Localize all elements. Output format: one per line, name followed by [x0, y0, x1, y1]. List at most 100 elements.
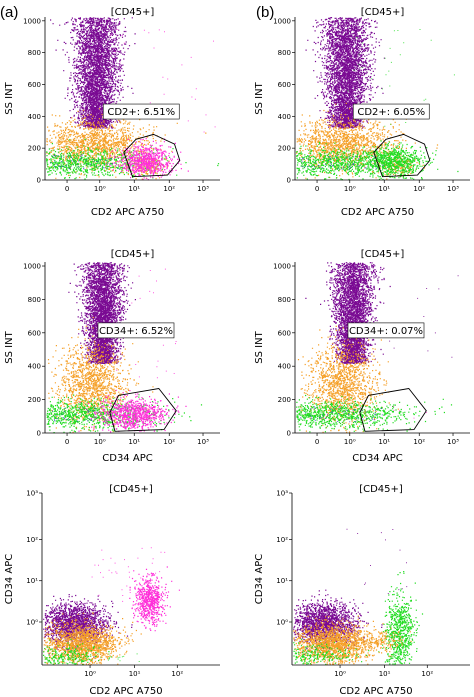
scatter-points	[43, 594, 133, 658]
x-tick-label: 10¹	[129, 670, 141, 678]
x-axis-label: CD34 APC	[352, 453, 402, 464]
gate-percentage-box	[97, 322, 175, 339]
plot-a-row1: [CD45+] CD2+: 6.51% 0 200 400 600 800 1000 0 10⁰ 1…	[4, 7, 220, 218]
x-tick-label: 10⁰	[94, 438, 106, 446]
y-axis-label: CD34 APC	[4, 554, 15, 604]
scatter-points	[378, 571, 424, 666]
x-axis-label: CD2 APC A750	[89, 686, 162, 697]
scatter-points	[78, 389, 187, 433]
gate-percentage-box	[347, 322, 425, 339]
x-tick-label: 10³	[447, 438, 459, 446]
y-tick-label: 10¹	[276, 577, 288, 585]
y-tick-label: 400	[28, 113, 41, 121]
plot-a-row3: [CD45+] 10⁰ 10¹ 10² 10³ 10⁰ 10¹ 10² CD2 APC A750…	[4, 484, 220, 697]
plot-title: [CD45+]	[111, 7, 155, 18]
x-tick-label: 10¹	[128, 185, 140, 193]
gate-percentage-box	[352, 103, 430, 120]
y-tick-label: 10²	[276, 536, 288, 544]
y-axis-label: SS INT	[254, 330, 265, 363]
y-tick-label: 400	[28, 363, 41, 371]
y-tick-label: 600	[278, 81, 291, 89]
scatter-points	[296, 141, 459, 181]
y-tick-label: 200	[278, 145, 291, 153]
x-tick-label: 10¹	[128, 438, 140, 446]
gate-percentage-label: CD34+: 6.52%	[99, 326, 173, 337]
panel-label-a: (a)	[0, 4, 18, 21]
x-tick-label: 10⁰	[84, 670, 96, 678]
y-axis-label: SS INT	[254, 81, 265, 114]
gate-percentage-label: CD2+: 6.05%	[357, 107, 425, 118]
x-tick-label: 0	[315, 438, 319, 446]
x-axis-label: CD2 APC A750	[341, 207, 414, 218]
gate-percentage-label: CD34+: 0.07%	[349, 326, 423, 337]
y-tick-label: 600	[28, 329, 41, 337]
x-tick-label: 10²	[413, 438, 425, 446]
plots-container: [CD45+] CD2+: 6.51% 0 200 400 600 800 1000 0 10⁰ 1…	[4, 7, 470, 697]
plot-b-row3: [CD45+] 10⁰ 10¹ 10² 10³ 10⁰ 10¹ 10² CD2 APC A750…	[254, 484, 470, 697]
scatter-points	[296, 102, 439, 179]
scatter-points	[393, 406, 427, 419]
y-tick-label: 1000	[273, 17, 291, 25]
x-tick-label: 10²	[163, 438, 175, 446]
plot-b-row1: [CD45+] CD2+: 6.05% 0 200 400 600 800 1000 0 10⁰ 1…	[254, 7, 470, 218]
y-tick-label: 10⁰	[26, 619, 38, 627]
y-tick-label: 10²	[26, 536, 38, 544]
x-tick-label: 0	[315, 185, 319, 193]
scatter-points	[337, 623, 412, 661]
scatter-points	[293, 589, 383, 658]
gate-polygon	[123, 133, 181, 178]
x-axis-label: CD34 APC	[102, 453, 152, 464]
y-tick-label: 10³	[26, 490, 38, 498]
y-tick-label: 10³	[276, 490, 288, 498]
y-tick-label: 0	[37, 177, 41, 185]
y-tick-label: 200	[28, 145, 41, 153]
scatter-points	[346, 528, 408, 594]
y-tick-label: 0	[37, 430, 41, 438]
y-tick-label: 0	[287, 177, 291, 185]
scatter-points	[46, 138, 220, 180]
scatter-points	[43, 612, 142, 666]
y-tick-label: 1000	[23, 17, 41, 25]
scatter-points	[129, 566, 180, 632]
y-axis-label: SS INT	[4, 81, 15, 114]
y-tick-label: 200	[278, 396, 291, 404]
y-tick-label: 200	[28, 396, 41, 404]
y-tick-label: 600	[278, 329, 291, 337]
gate-polygon	[359, 388, 427, 432]
plot-title: [CD45+]	[111, 249, 155, 260]
gate-polygon	[373, 133, 431, 178]
scatter-points	[52, 653, 140, 664]
x-tick-label: 10¹	[378, 438, 390, 446]
y-tick-label: 800	[28, 49, 41, 57]
y-tick-label: 800	[278, 296, 291, 304]
plot-title: [CD45+]	[109, 484, 153, 495]
scatter-points	[300, 406, 383, 423]
y-tick-label: 400	[278, 363, 291, 371]
y-tick-label: 1000	[273, 263, 291, 271]
y-tick-label: 0	[287, 430, 291, 438]
plot-b-row2: [CD45+] CD34+: 0.07% 0 200 400 600 800 1000 0 10⁰…	[254, 249, 470, 464]
x-tick-label: 10²	[421, 670, 433, 678]
gate-percentage-label: CD2+: 6.51%	[107, 107, 175, 118]
scatter-points	[296, 394, 453, 433]
y-tick-label: 10⁰	[276, 619, 288, 627]
x-tick-label: 10⁰	[344, 438, 356, 446]
x-tick-label: 10²	[413, 185, 425, 193]
scatter-points	[349, 275, 459, 360]
scatter-points	[305, 262, 391, 365]
y-tick-label: 800	[278, 49, 291, 57]
scatter-points	[50, 17, 136, 129]
plot-a-row2: [CD45+] CD34+: 6.52% 0 200 400 600 800 1000 0 10⁰…	[4, 249, 220, 464]
x-tick-label: 10¹	[379, 670, 391, 678]
plot-title: [CD45+]	[361, 249, 405, 260]
gate-percentage-box	[102, 103, 180, 120]
x-tick-label: 10¹	[378, 185, 390, 193]
y-tick-label: 10¹	[26, 577, 38, 585]
x-tick-label: 0	[65, 185, 69, 193]
x-axis-label: CD2 APC A750	[339, 686, 412, 697]
plot-title: [CD45+]	[361, 7, 405, 18]
scatter-points	[115, 151, 170, 180]
y-tick-label: 1000	[23, 263, 41, 271]
plot-title: [CD45+]	[359, 484, 403, 495]
